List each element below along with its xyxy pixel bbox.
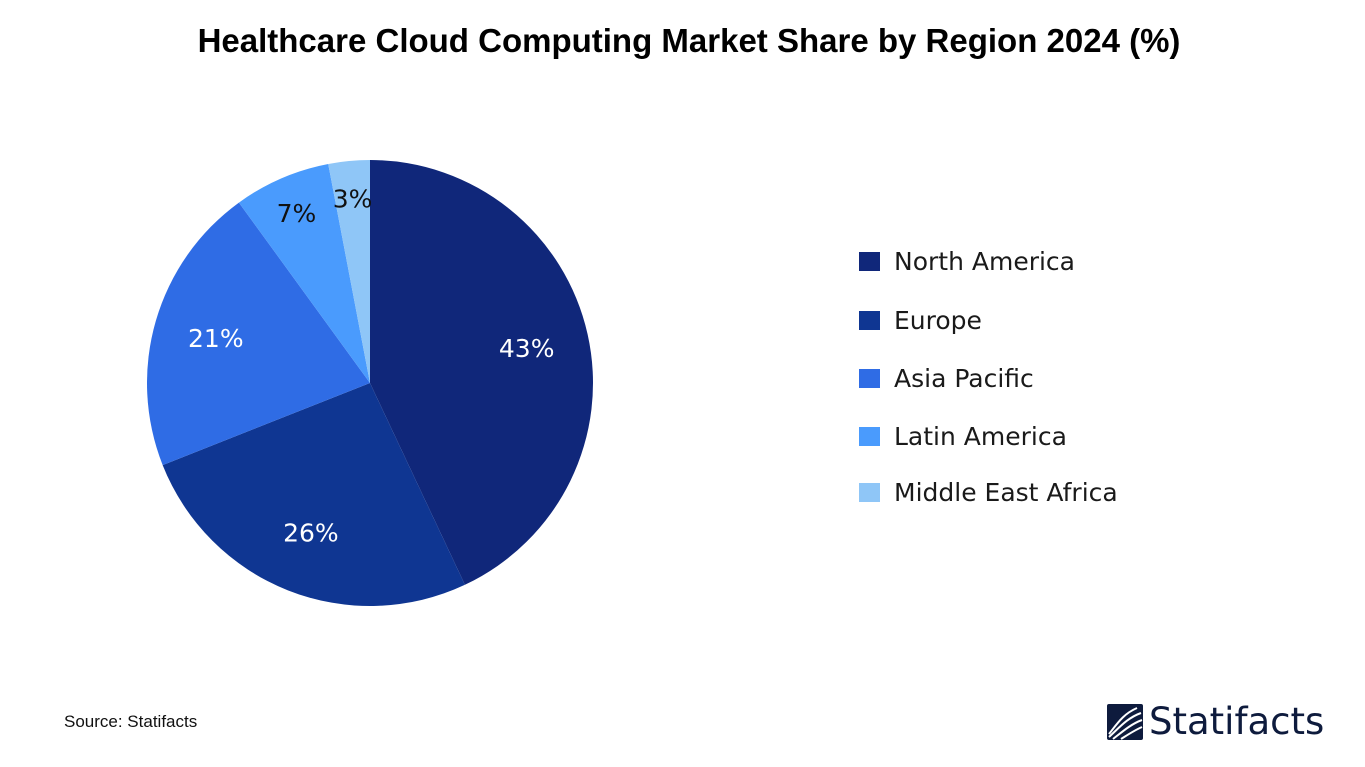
legend-label: Latin America [894,421,1067,451]
pie-slice-asia-pacific [147,202,370,466]
legend-label: Europe [894,305,982,335]
data-label: 7% [277,199,317,228]
legend-item: North America [859,246,1075,276]
data-label: 3% [333,185,373,214]
legend-item: Europe [859,305,982,335]
pie-chart: 43% 26% 21% 7% 3% [147,160,594,606]
pie-slice-north-america [370,160,594,585]
pie-slice-latin-america [238,163,370,383]
logo-text: Statifacts [1149,700,1325,743]
legend-swatch [859,251,880,271]
legend-label: North America [894,246,1075,276]
legend-swatch [859,310,880,330]
legend-item: Middle East Africa [859,477,1118,507]
pie-slice-middle-east-africa [328,160,370,383]
source-note: Source: Statifacts [64,712,198,731]
legend-swatch [859,426,880,446]
legend-item: Latin America [859,421,1067,451]
data-label: 43% [499,334,555,363]
legend-label: Middle East Africa [894,477,1118,507]
statifacts-logo: Statifacts [1107,700,1324,743]
statifacts-logo-icon [1107,703,1143,740]
chart-title: Healthcare Cloud Computing Market Share … [197,22,1181,59]
legend-swatch [859,482,880,502]
data-label: 26% [283,518,339,547]
pie-slice-europe [162,383,465,606]
legend-item: Asia Pacific [859,363,1034,393]
legend-swatch [859,368,880,388]
legend-label: Asia Pacific [894,363,1034,393]
data-label: 21% [188,324,244,353]
